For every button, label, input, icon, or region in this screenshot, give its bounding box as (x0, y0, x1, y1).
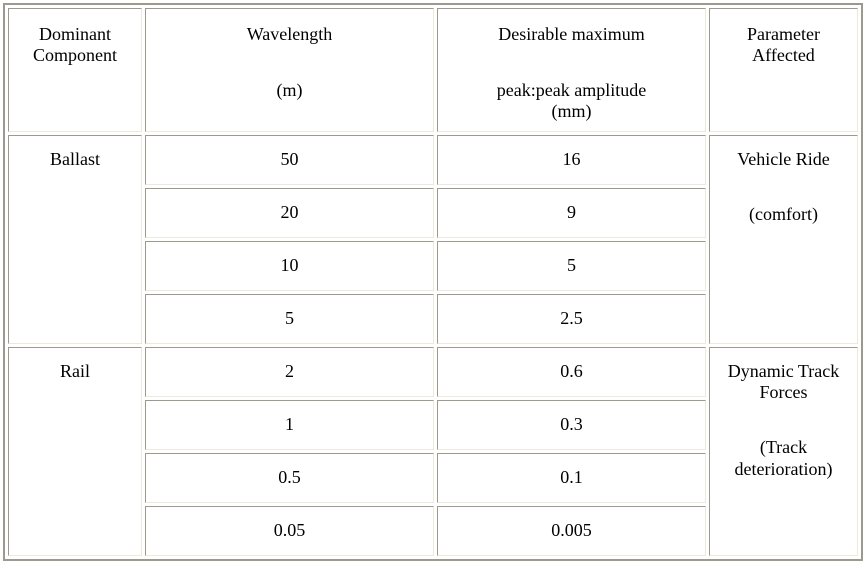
header-amplitude: Desirable maximum peak:peak amplitude (m… (437, 8, 706, 132)
header-wavelength-unit: (m) (276, 80, 303, 101)
header-dominant-component: Dominant Component (8, 8, 142, 132)
table-row: 0.05 0.005 (8, 506, 858, 556)
table-row: Ballast 50 16 Vehicle Ride (comfort) (8, 135, 858, 344)
component-label: Rail (60, 361, 90, 381)
cell-wavelength: 1 (145, 400, 434, 450)
header-row: Dominant Component Wavelength (m) Desira… (8, 8, 858, 132)
cell-amplitude: 16 (437, 135, 706, 185)
table-row: 20 9 (8, 188, 858, 238)
track-geometry-table: Dominant Component Wavelength (m) Desira… (3, 3, 863, 561)
header-wavelength: Wavelength (m) (145, 8, 434, 132)
header-amplitude-unit: (mm) (551, 101, 592, 122)
parameter-line2: (comfort) (749, 204, 818, 225)
table-row: 5 2.5 (8, 294, 858, 344)
header-amplitude-title: Desirable maximum (498, 24, 645, 44)
parameter-line2: (Track deterioration) (734, 437, 833, 479)
cell-wavelength: 10 (145, 241, 434, 291)
cell-amplitude: 9 (437, 188, 706, 238)
header-wavelength-title: Wavelength (246, 24, 333, 44)
cell-parameter-dynamic-track-forces: Dynamic Track Forces (Track deterioratio… (709, 347, 858, 556)
cell-wavelength: 0.5 (145, 453, 434, 503)
cell-amplitude: 0.005 (437, 506, 706, 556)
header-amplitude-subtitle: peak:peak amplitude (mm) (442, 80, 701, 122)
table-row: 1 0.3 (8, 400, 858, 450)
cell-wavelength: 0.05 (145, 506, 434, 556)
cell-wavelength: 50 (145, 135, 434, 185)
header-dominant-component-label: Dominant Component (33, 24, 117, 66)
cell-amplitude: 0.6 (437, 347, 706, 397)
cell-amplitude: 5 (437, 241, 706, 291)
cell-wavelength: 2 (145, 347, 434, 397)
cell-wavelength: 20 (145, 188, 434, 238)
parameter-line1: Dynamic Track Forces (727, 361, 840, 403)
cell-parameter-vehicle-ride: Vehicle Ride (comfort) (709, 135, 858, 344)
cell-wavelength: 5 (145, 294, 434, 344)
table-row: 0.5 0.1 (8, 453, 858, 503)
cell-amplitude: 0.3 (437, 400, 706, 450)
cell-amplitude: 2.5 (437, 294, 706, 344)
parameter-line1: Vehicle Ride (737, 149, 830, 169)
header-parameter-affected-label: Parameter Affected (747, 24, 820, 66)
header-amplitude-subtitle-line: peak:peak amplitude (496, 80, 647, 101)
component-label: Ballast (50, 149, 100, 169)
table-row: Rail 2 0.6 Dynamic Track Forces (Track d… (8, 347, 858, 556)
cell-component-rail: Rail (8, 347, 142, 556)
cell-amplitude: 0.1 (437, 453, 706, 503)
table-row: 10 5 (8, 241, 858, 291)
header-parameter-affected: Parameter Affected (709, 8, 858, 132)
cell-component-ballast: Ballast (8, 135, 142, 344)
